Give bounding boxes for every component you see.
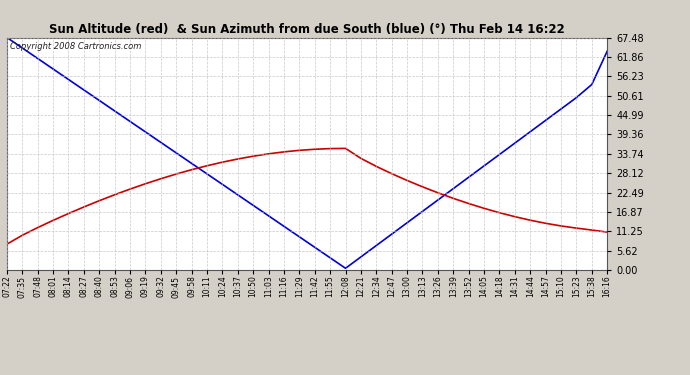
Title: Sun Altitude (red)  & Sun Azimuth from due South (blue) (°) Thu Feb 14 16:22: Sun Altitude (red) & Sun Azimuth from du… <box>49 23 565 36</box>
Text: Copyright 2008 Cartronics.com: Copyright 2008 Cartronics.com <box>10 42 141 51</box>
